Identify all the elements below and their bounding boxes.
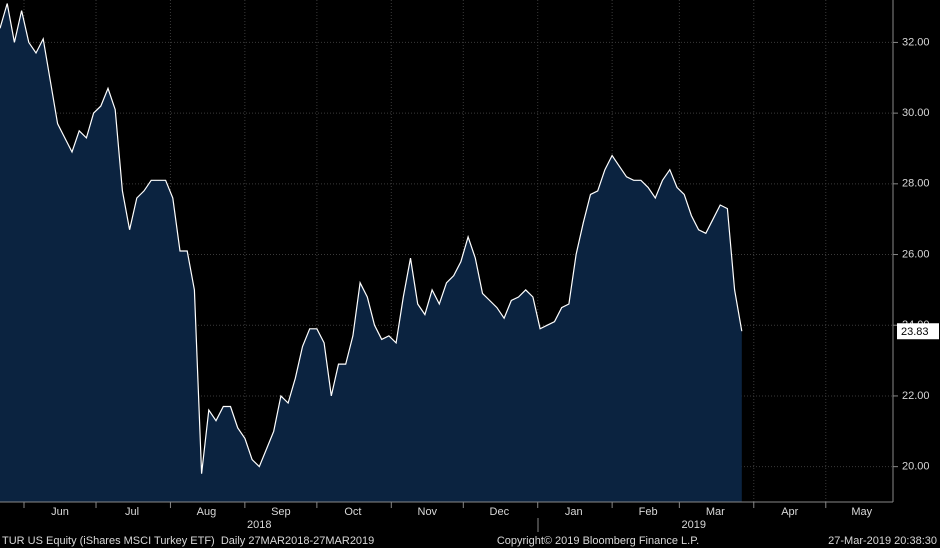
y-tick-label: 26.00 (902, 248, 930, 260)
copyright: Copyright© 2019 Bloomberg Finance L.P. (497, 535, 699, 547)
y-tick-label: 20.00 (902, 461, 930, 473)
price-area (0, 3, 742, 502)
last-value-label: 23.83 (901, 326, 929, 338)
timestamp: 27-Mar-2019 20:38:30 (828, 535, 937, 547)
x-tick-label: Jun (51, 506, 69, 518)
y-tick-label: 22.00 (902, 390, 930, 402)
footer-ticker: TUR US Equity (iShares MSCI Turkey ETF) … (2, 535, 374, 547)
x-tick-label: Mar (706, 506, 725, 518)
x-tick-label: Nov (418, 506, 438, 518)
y-tick-label: 32.00 (902, 36, 930, 48)
x-tick-label: Aug (197, 506, 217, 518)
y-tick-label: 30.00 (902, 107, 930, 119)
x-tick-label: Feb (639, 506, 658, 518)
x-tick-label: May (851, 506, 872, 518)
x-tick-label: Oct (344, 506, 361, 518)
year-label: 2018 (247, 519, 271, 531)
y-tick-label: 28.00 (902, 178, 930, 190)
x-tick-label: Apr (781, 506, 798, 518)
x-tick-label: Jan (565, 506, 583, 518)
x-tick-label: Jul (125, 506, 139, 518)
x-tick-label: Sep (271, 506, 291, 518)
x-tick-label: Dec (490, 506, 510, 518)
year-label: 2019 (682, 519, 706, 531)
price-line (0, 3, 743, 474)
last-value-box (897, 323, 939, 340)
